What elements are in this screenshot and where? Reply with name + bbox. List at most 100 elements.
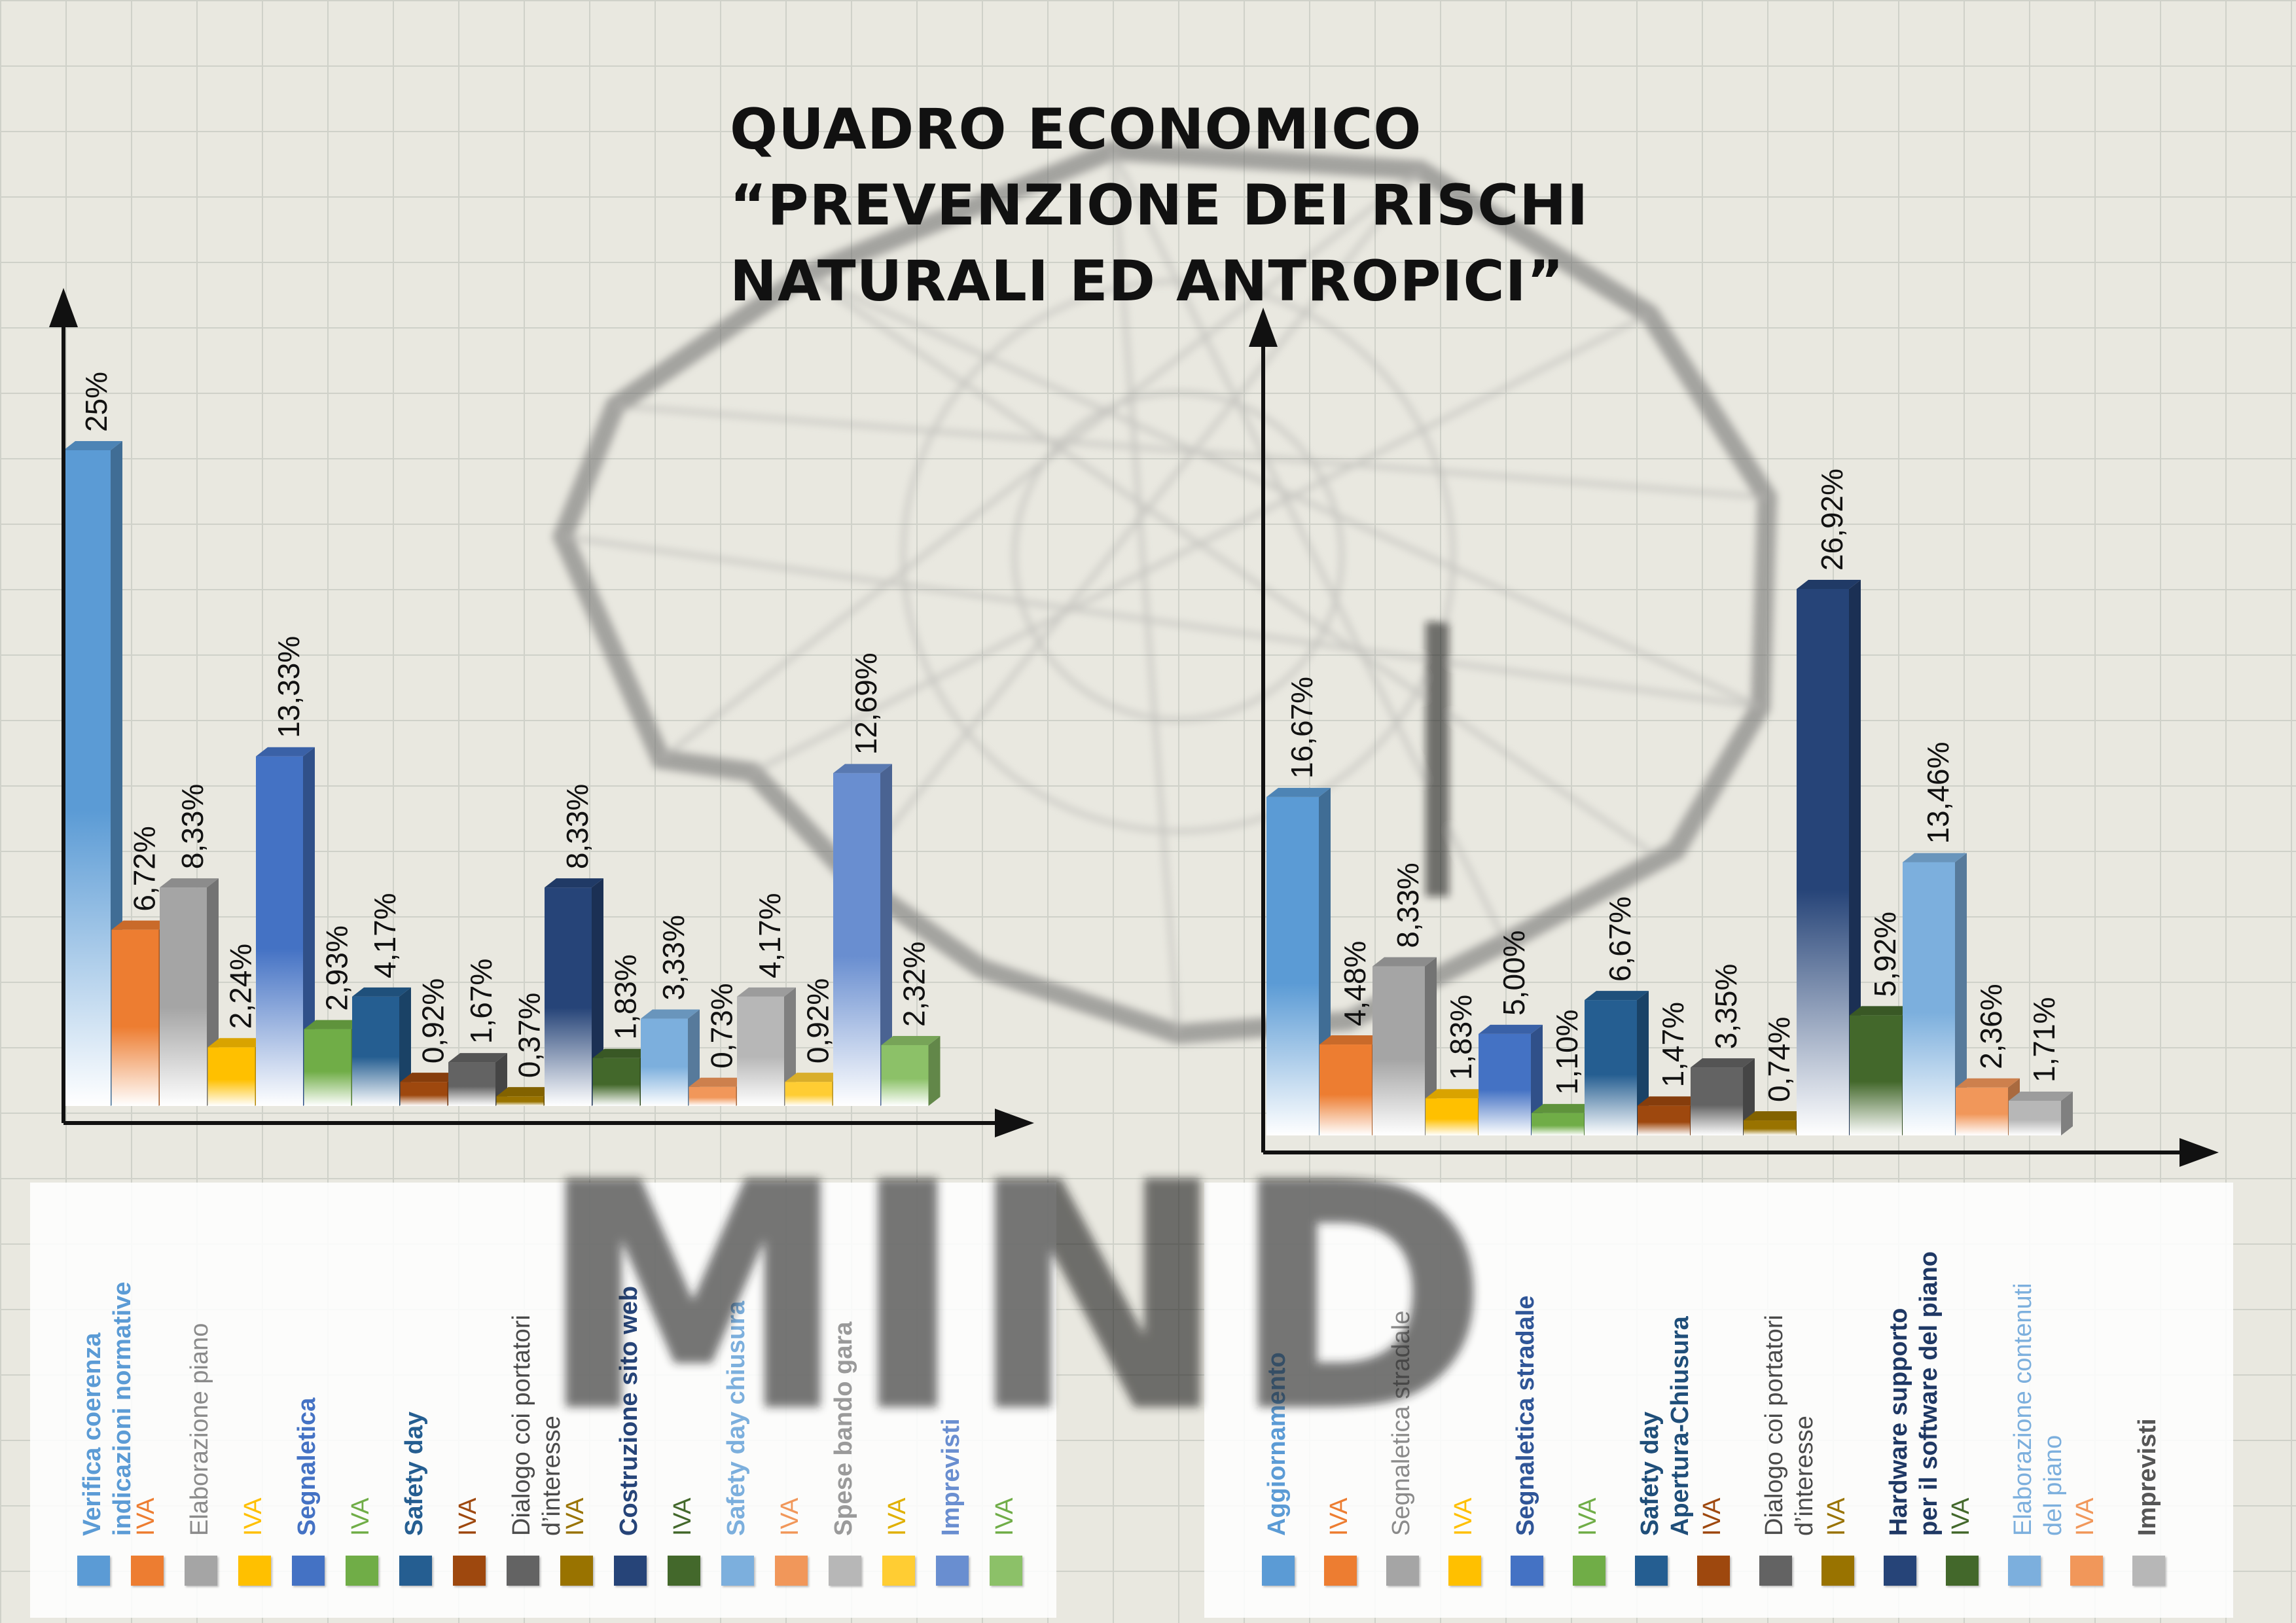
bar-front	[1903, 862, 1955, 1135]
legend-label: IVA	[776, 1497, 804, 1536]
bar-front	[400, 1082, 448, 1106]
bar-top	[881, 1036, 941, 1046]
x-axis-arrow	[2179, 1138, 2219, 1167]
legend-swatch	[990, 1556, 1022, 1586]
y-axis-arrow	[49, 288, 78, 327]
legend-swatch	[668, 1556, 700, 1586]
legend-swatch	[1262, 1556, 1295, 1586]
bar-front	[1744, 1120, 1796, 1135]
bar-side	[880, 764, 892, 1106]
data-label-5: 13,33%	[272, 636, 306, 738]
legend-label: Spese bando gara	[830, 1321, 857, 1536]
data-label-10: 0,74%	[1762, 1017, 1796, 1102]
legend-label: Dialogo coi portatori d’interesse	[1761, 1315, 1818, 1536]
bar-9	[1691, 1058, 1755, 1135]
legend-label: Imprevisti	[2134, 1418, 2161, 1536]
bar-top	[1426, 1089, 1490, 1099]
legend-swatch	[1759, 1556, 1792, 1586]
title-line-3: NATURALI ED ANTROPICI”	[730, 249, 1565, 314]
bar-7	[352, 987, 411, 1106]
title-line-2: “PREVENZIONE DEI RISCHI	[730, 173, 1589, 238]
bar-top	[1319, 1035, 1384, 1045]
legend-label: IVA	[454, 1497, 482, 1536]
bar-top	[63, 441, 122, 450]
legend-label: Hardware supporto per il software del pi…	[1885, 1251, 1943, 1536]
legend-label: Verifica coerenza indicazioni normative	[79, 1281, 136, 1536]
bar-top	[785, 1073, 844, 1082]
data-label-14: 2,36%	[1974, 984, 2008, 1069]
data-label-4: 1,83%	[1444, 995, 1478, 1080]
bar-top	[2009, 1091, 2073, 1101]
bar-top	[1372, 957, 1437, 967]
legend-swatch	[399, 1556, 432, 1586]
data-label-9: 3,35%	[1709, 964, 1743, 1049]
bar-5	[1479, 1024, 1543, 1135]
data-label-1: 16,67%	[1285, 677, 1319, 779]
bar-16	[785, 1073, 844, 1106]
bar-top	[689, 1077, 748, 1087]
legend-label: Costruzione sito web	[615, 1285, 643, 1536]
legend-label: IVA	[1823, 1497, 1850, 1536]
bar-front	[833, 773, 880, 1106]
legend-label: Safety day chiusura	[723, 1300, 750, 1536]
legend-swatch	[1821, 1556, 1854, 1586]
data-label-13: 3,33%	[656, 915, 691, 1000]
legend-swatch	[1386, 1556, 1419, 1586]
legend-swatch	[721, 1556, 754, 1586]
bar-7	[1585, 991, 1649, 1135]
bar-front	[304, 1029, 351, 1106]
data-label-12: 1,83%	[609, 954, 643, 1039]
bar-top	[1691, 1058, 1755, 1068]
data-label-18: 2,32%	[897, 942, 931, 1027]
legend-label: Imprevisti	[937, 1418, 965, 1536]
legend-label: Elaborazione contenuti del piano	[2009, 1283, 2067, 1536]
bar-front	[641, 1018, 688, 1106]
data-label-15: 1,71%	[2027, 997, 2061, 1082]
bar-top	[1797, 580, 1861, 589]
legend-swatch	[131, 1556, 164, 1586]
legend-label: IVA	[1947, 1497, 1975, 1536]
chart-2: 16,67% 4,48% 8,33% 1,83% 5,00% 1,10% 6,67% 1,47…	[1249, 308, 2219, 1167]
data-label-3: 8,33%	[175, 784, 209, 869]
legend-swatch	[292, 1556, 325, 1586]
legend-label: IVA	[132, 1497, 160, 1536]
legend-swatch	[1884, 1556, 1916, 1586]
bar-front	[737, 996, 784, 1106]
bar-top	[545, 878, 603, 888]
data-label-6: 1,10%	[1550, 1009, 1584, 1094]
legend-swatch	[560, 1556, 593, 1586]
legend-label: IVA	[1450, 1497, 1477, 1536]
data-label-12: 5,92%	[1868, 912, 1902, 997]
bar-top	[496, 1087, 556, 1097]
legend-label: IVA	[347, 1497, 374, 1536]
bar-front	[545, 887, 592, 1106]
legend-swatch	[2132, 1556, 2165, 1586]
page-title: QUADRO ECONOMICO “PREVENZIONE DEI RISCHI…	[730, 92, 1588, 319]
legend-label: Segnaletica stradale	[1388, 1310, 1415, 1536]
bar-front	[111, 929, 159, 1106]
bar-front	[256, 756, 303, 1106]
legend-label: IVA	[1574, 1497, 1602, 1536]
chart-1: 25% 6,72% 8,33% 2,24% 13,33% 2,93% 4,17% 0,92% 1…	[49, 288, 1034, 1137]
data-label-7: 6,67%	[1603, 897, 1637, 982]
x-axis-arrow	[995, 1109, 1034, 1137]
data-label-9: 1,67%	[464, 959, 498, 1044]
legend-swatch	[346, 1556, 378, 1586]
bar-top	[352, 987, 411, 997]
data-label-7: 4,17%	[368, 893, 402, 978]
legend-label: IVA	[884, 1497, 911, 1536]
data-label-16: 0,92%	[801, 978, 835, 1063]
bar-top	[641, 1009, 700, 1019]
legend-label: IVA	[562, 1497, 589, 1536]
bar-top	[1956, 1078, 2020, 1088]
bar-top	[207, 1038, 267, 1048]
bar-front	[352, 996, 399, 1106]
legend-swatch	[1448, 1556, 1481, 1586]
bar-side	[1425, 957, 1437, 1135]
data-label-1: 25%	[79, 372, 113, 432]
data-label-14: 0,73%	[705, 983, 739, 1068]
bar-top	[833, 764, 892, 774]
legend-swatch	[453, 1556, 486, 1586]
bar-front	[160, 887, 207, 1106]
data-label-3: 8,33%	[1391, 863, 1425, 948]
